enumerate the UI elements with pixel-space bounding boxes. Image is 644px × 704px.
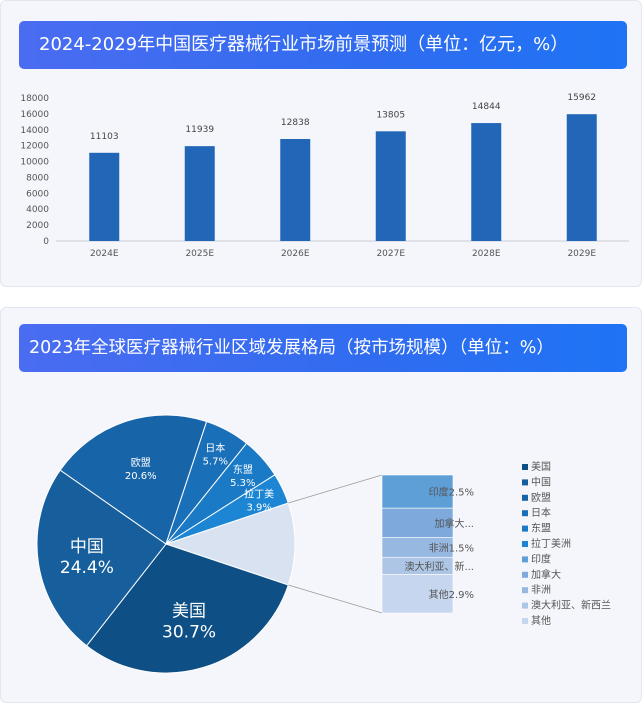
pie-slice bbox=[59, 414, 208, 545]
legend-swatch bbox=[522, 525, 528, 532]
legend-entry: 拉丁美洲 bbox=[531, 537, 571, 550]
bar bbox=[184, 146, 215, 241]
stack-segment-label: 澳大利亚、新... bbox=[404, 560, 474, 573]
y-tick-label: 2000 bbox=[26, 221, 49, 231]
connector-line bbox=[288, 474, 383, 504]
stack-segment-label: 加拿大... bbox=[434, 517, 474, 530]
bar-value-label: 15962 bbox=[567, 93, 596, 103]
pie-slice-pct-label: 30.7% bbox=[162, 623, 216, 643]
stack-segment-label: 其他2.9% bbox=[429, 588, 474, 601]
legend-swatch bbox=[522, 541, 528, 547]
pie-slice-name-label: 美国 bbox=[172, 602, 206, 622]
legend-swatch bbox=[522, 464, 528, 470]
stack-segment bbox=[381, 574, 454, 614]
bar-value-label: 14844 bbox=[472, 102, 501, 112]
pie-slice bbox=[85, 543, 289, 674]
y-tick-label: 12000 bbox=[20, 142, 49, 152]
x-tick-label: 2029E bbox=[567, 249, 596, 259]
legend-entry: 欧盟 bbox=[531, 492, 551, 504]
bar-value-label: 11103 bbox=[90, 132, 119, 142]
legend-swatch bbox=[522, 510, 528, 517]
pie-slice-name-label: 欧盟 bbox=[131, 457, 151, 469]
legend-swatch bbox=[522, 494, 528, 501]
bar bbox=[471, 123, 502, 241]
pie-slice-pct-label: 20.6% bbox=[125, 471, 157, 482]
y-tick-label: 0 bbox=[43, 237, 49, 247]
y-tick-label: 14000 bbox=[20, 126, 49, 136]
legend-entry: 澳大利亚、新西兰 bbox=[531, 599, 611, 612]
bar-value-label: 13805 bbox=[376, 110, 405, 120]
region-pie-chart: 美国30.7%中国24.4%欧盟20.6%日本5.7%东盟5.3%拉丁美3.9%… bbox=[36, 414, 611, 674]
y-tick-label: 4000 bbox=[26, 205, 49, 215]
y-tick-label: 16000 bbox=[20, 110, 49, 120]
stack-segment-label: 非洲1.5% bbox=[429, 542, 474, 554]
x-tick-label: 2025E bbox=[185, 249, 214, 259]
legend-entry: 印度 bbox=[531, 552, 551, 565]
pie-slice-name-label: 日本 bbox=[205, 441, 225, 454]
legend-entry: 东盟 bbox=[531, 522, 551, 535]
region-chart-title: 2023年全球医疗器械行业区域发展格局（按市场规模）（单位：%） bbox=[19, 324, 627, 372]
legend-entry: 日本 bbox=[531, 506, 551, 519]
pie-slice bbox=[165, 474, 289, 545]
x-tick-label: 2028E bbox=[472, 249, 501, 259]
pie-slice-others bbox=[164, 502, 296, 586]
legend-swatch bbox=[522, 618, 528, 624]
legend-entry: 非洲 bbox=[531, 584, 551, 596]
legend-swatch bbox=[522, 571, 528, 578]
legend-swatch bbox=[522, 587, 528, 594]
bar-value-label: 12838 bbox=[281, 118, 310, 128]
pie-slice-pct-label: 3.9% bbox=[246, 503, 271, 514]
forecast-bar-chart: 0 2000 4000 6000 8000 10000 12000 14000 16000 180… bbox=[20, 93, 629, 259]
legend-entry: 加拿大 bbox=[531, 568, 561, 581]
bar bbox=[375, 131, 406, 241]
pie-slice-pct-label: 5.3% bbox=[230, 478, 255, 489]
bar bbox=[566, 114, 597, 241]
x-tick-label: 2026E bbox=[281, 249, 310, 259]
legend-entry: 其他 bbox=[531, 614, 551, 627]
pie-slice bbox=[36, 469, 167, 647]
stack-segment bbox=[381, 474, 454, 509]
connector-line bbox=[288, 584, 383, 614]
stack-segment-label: 印度2.5% bbox=[429, 486, 474, 499]
bar bbox=[280, 139, 311, 241]
x-tick-label: 2027E bbox=[376, 249, 405, 259]
bar-value-label: 11939 bbox=[185, 125, 214, 135]
legend-swatch bbox=[522, 479, 528, 486]
y-tick-label: 10000 bbox=[20, 158, 49, 168]
pie-slice-pct-label: 5.7% bbox=[203, 456, 228, 467]
forecast-chart-title: 2024-2029年中国医疗器械行业市场前景预测（单位：亿元，%） bbox=[19, 21, 627, 69]
region-card: 2023年全球医疗器械行业区域发展格局（按市场规模）（单位：%） 美国 30.7%… bbox=[0, 307, 642, 703]
forecast-card: 2024-2029年中国医疗器械行业市场前景预测（单位：亿元，%） 0 2000 4… bbox=[0, 0, 642, 287]
legend-swatch bbox=[522, 602, 528, 609]
y-tick-label: 6000 bbox=[26, 189, 49, 199]
y-tick-label: 8000 bbox=[26, 173, 49, 183]
legend-entry: 中国 bbox=[531, 475, 551, 488]
pie-slice-name-label: 中国 bbox=[70, 537, 104, 557]
pie-slice-pct-label: 24.4% bbox=[60, 558, 114, 578]
x-tick-label: 2024E bbox=[90, 249, 119, 259]
pie-slice-name-label: 拉丁美 bbox=[244, 488, 274, 501]
legend-swatch bbox=[522, 556, 528, 563]
bar bbox=[89, 152, 120, 241]
legend-entry: 美国 bbox=[531, 460, 551, 473]
pie-slice-name-label: 东盟 bbox=[233, 463, 253, 476]
y-tick-label: 18000 bbox=[20, 94, 49, 104]
